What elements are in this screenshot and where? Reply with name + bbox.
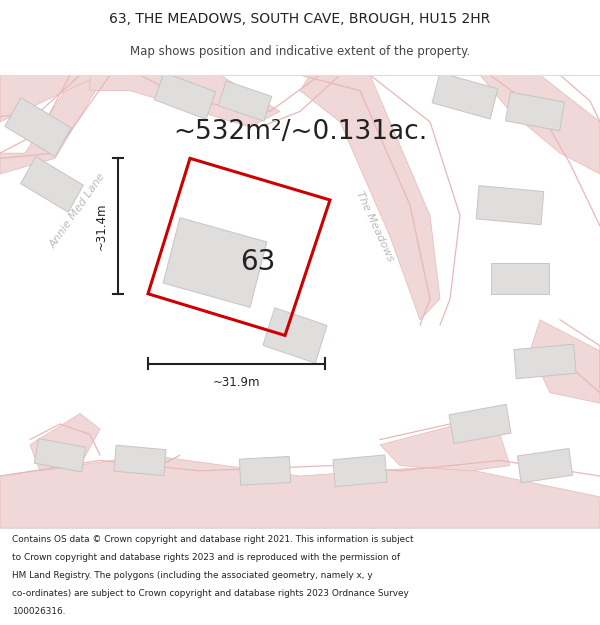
- Text: The Meadows: The Meadows: [355, 189, 395, 262]
- Polygon shape: [517, 449, 572, 482]
- Text: to Crown copyright and database rights 2023 and is reproduced with the permissio: to Crown copyright and database rights 2…: [12, 553, 400, 562]
- Text: Annie Med Lane: Annie Med Lane: [49, 171, 107, 250]
- Polygon shape: [476, 186, 544, 225]
- Polygon shape: [432, 72, 498, 119]
- Text: HM Land Registry. The polygons (including the associated geometry, namely x, y: HM Land Registry. The polygons (includin…: [12, 571, 373, 580]
- Polygon shape: [263, 308, 327, 363]
- Polygon shape: [239, 456, 290, 485]
- Polygon shape: [218, 81, 272, 121]
- Text: ~532m²/~0.131ac.: ~532m²/~0.131ac.: [173, 119, 427, 145]
- Polygon shape: [0, 75, 105, 174]
- Polygon shape: [380, 424, 510, 471]
- Polygon shape: [154, 72, 215, 119]
- Polygon shape: [491, 262, 549, 294]
- Polygon shape: [505, 92, 565, 131]
- Text: 100026316.: 100026316.: [12, 607, 65, 616]
- Polygon shape: [5, 98, 71, 157]
- Polygon shape: [449, 404, 511, 444]
- Polygon shape: [300, 75, 440, 320]
- Polygon shape: [20, 156, 83, 212]
- Polygon shape: [90, 75, 280, 127]
- Polygon shape: [514, 344, 576, 379]
- Polygon shape: [34, 439, 86, 472]
- Text: 63, THE MEADOWS, SOUTH CAVE, BROUGH, HU15 2HR: 63, THE MEADOWS, SOUTH CAVE, BROUGH, HU1…: [109, 12, 491, 26]
- Text: 63: 63: [241, 249, 276, 276]
- Polygon shape: [480, 75, 600, 174]
- Polygon shape: [333, 455, 387, 487]
- Text: ~31.9m: ~31.9m: [213, 376, 260, 389]
- Polygon shape: [0, 455, 600, 528]
- Text: ~31.4m: ~31.4m: [95, 202, 108, 250]
- Polygon shape: [114, 445, 166, 476]
- Text: co-ordinates) are subject to Crown copyright and database rights 2023 Ordnance S: co-ordinates) are subject to Crown copyr…: [12, 589, 409, 598]
- Text: Contains OS data © Crown copyright and database right 2021. This information is : Contains OS data © Crown copyright and d…: [12, 535, 413, 544]
- Polygon shape: [0, 75, 100, 122]
- Polygon shape: [163, 217, 267, 308]
- Text: Map shows position and indicative extent of the property.: Map shows position and indicative extent…: [130, 44, 470, 58]
- Polygon shape: [30, 414, 100, 471]
- Polygon shape: [530, 320, 600, 403]
